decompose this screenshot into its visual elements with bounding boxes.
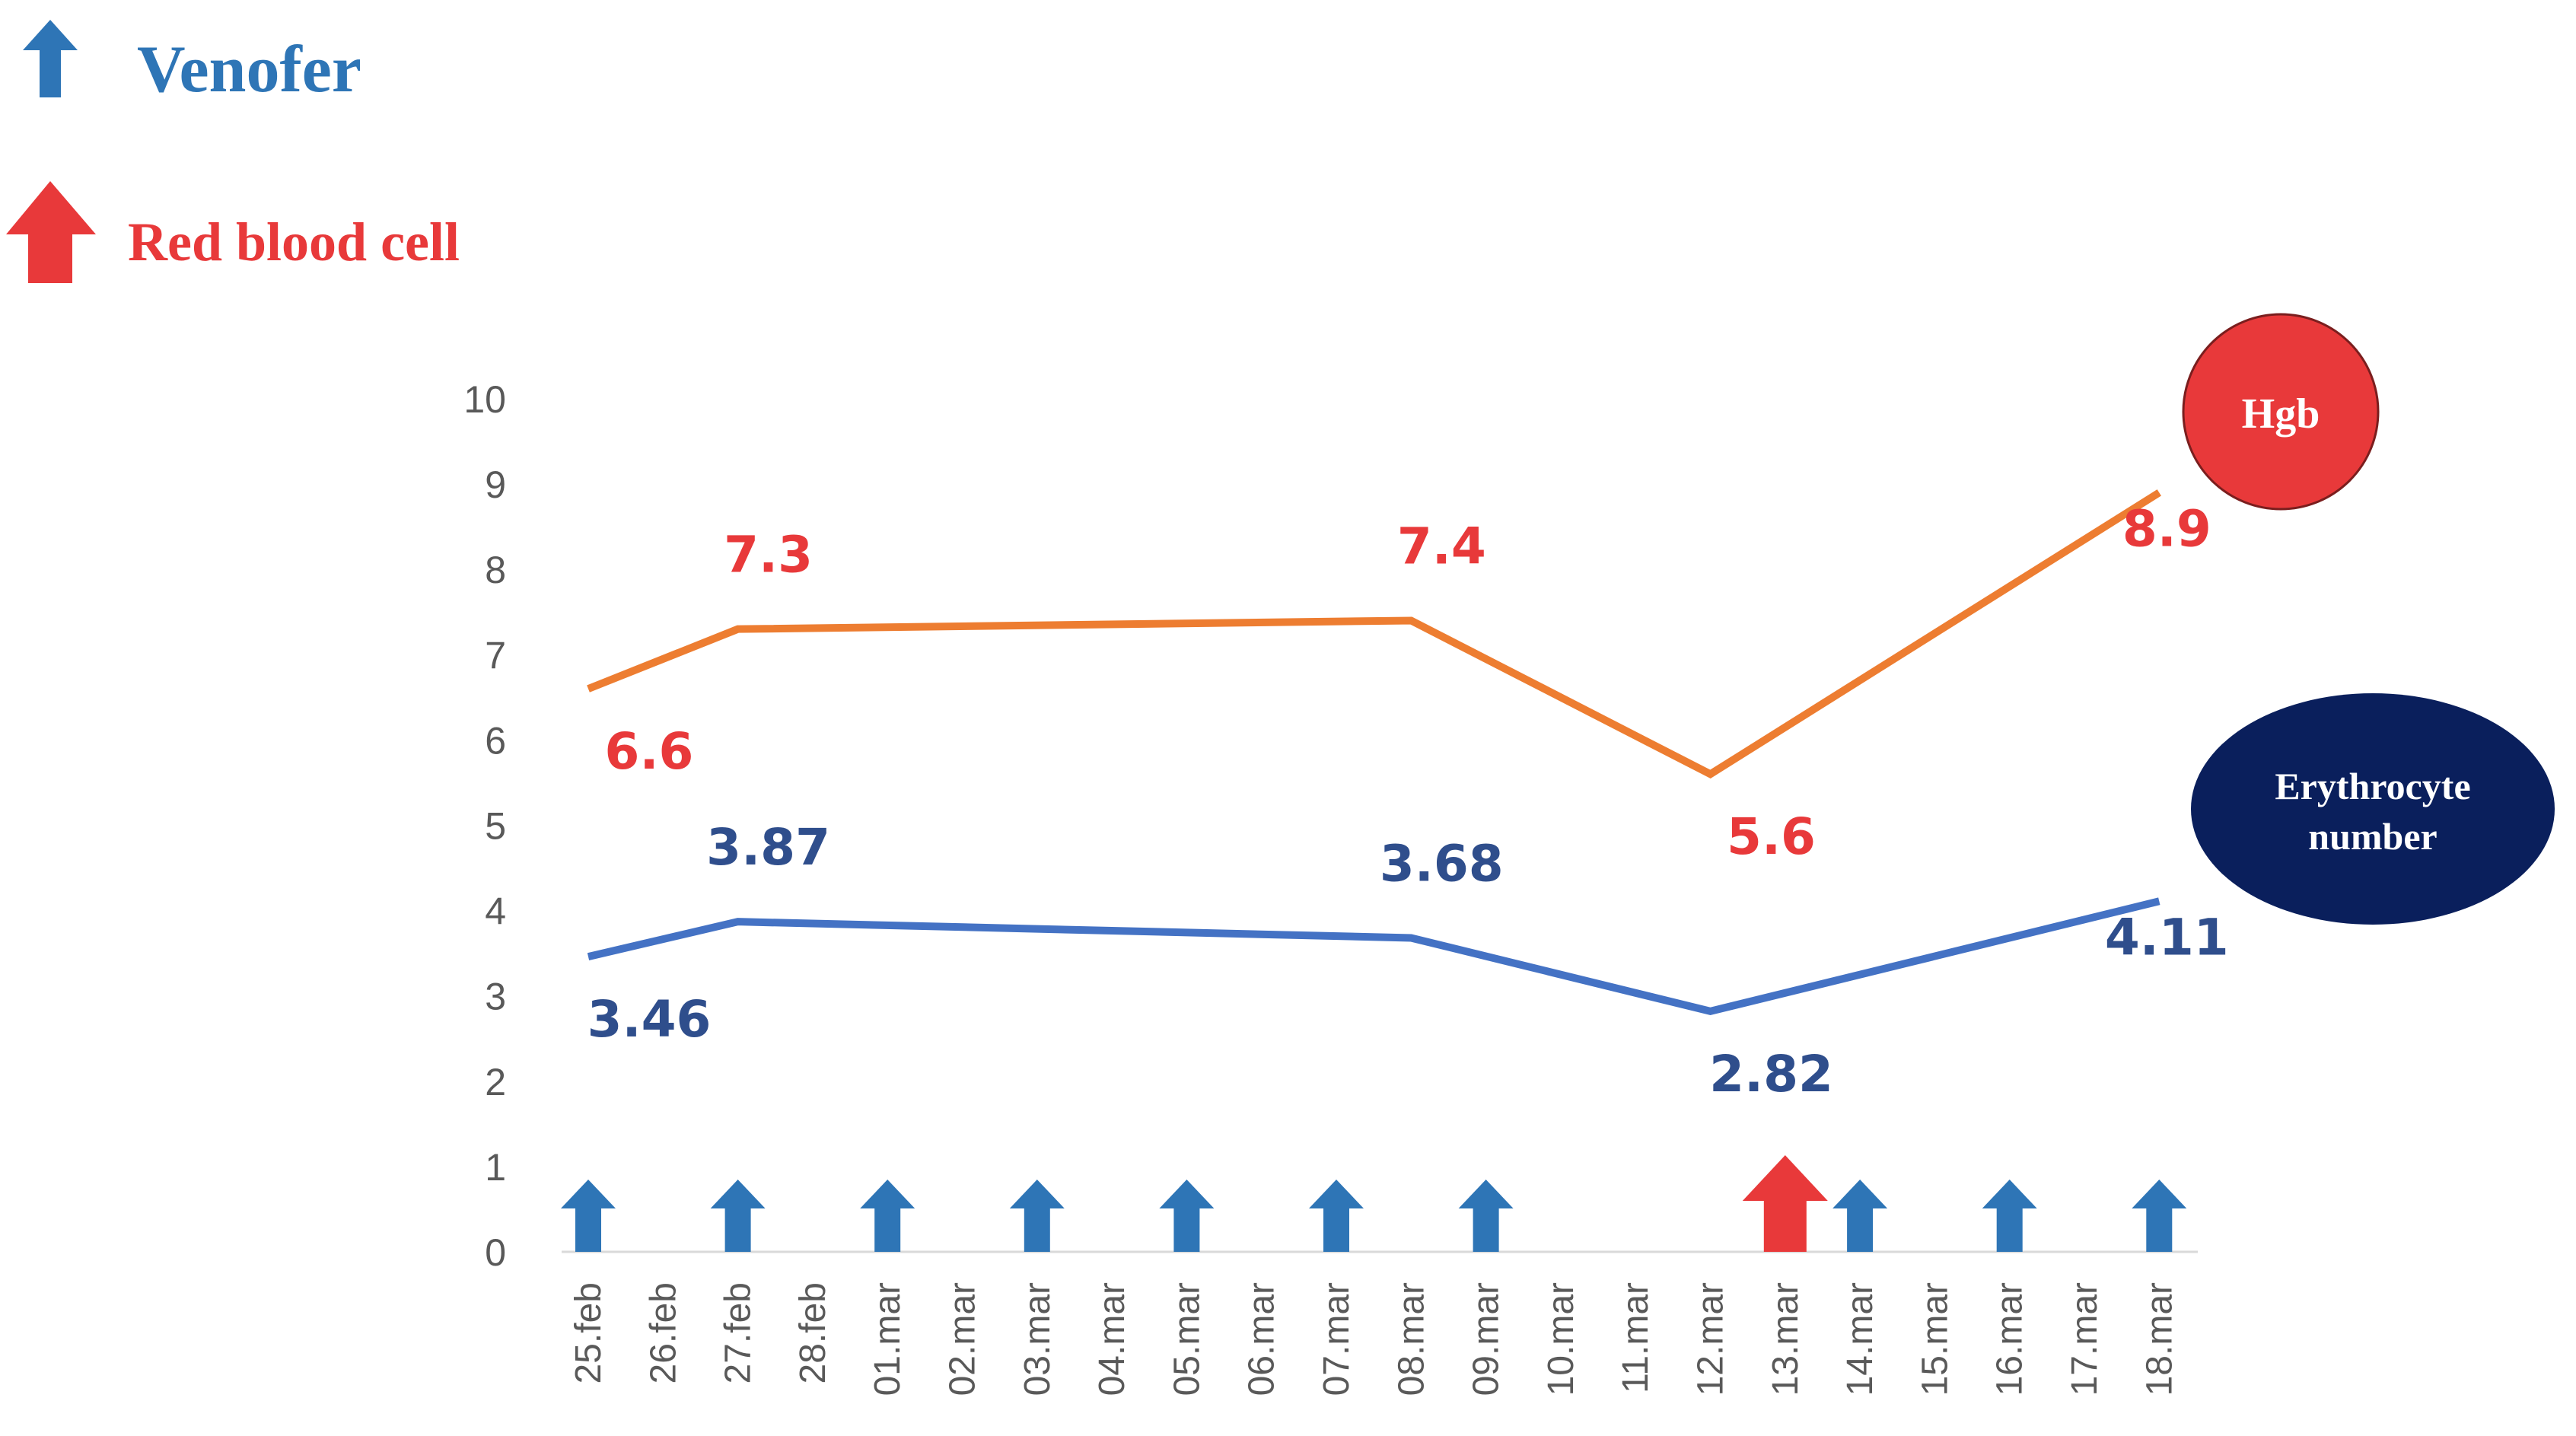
series-line xyxy=(587,897,2160,1016)
y-tick-label: 6 xyxy=(485,719,506,762)
x-tick-label: 12.mar xyxy=(1691,1282,1731,1396)
erythrocyte-badge-line2: number xyxy=(2308,815,2437,858)
data-label: 2.82 xyxy=(1709,1045,1833,1103)
y-tick-label: 10 xyxy=(463,378,506,421)
arrow-up-icon xyxy=(1832,1180,1888,1252)
data-label: 5.6 xyxy=(1727,807,1816,866)
y-tick-label: 1 xyxy=(485,1146,506,1189)
erythrocyte-badge-ellipse xyxy=(2191,693,2555,925)
arrow-up-icon xyxy=(860,1180,915,1252)
y-tick-label: 7 xyxy=(485,634,506,677)
arrow-up-icon xyxy=(1309,1180,1364,1252)
x-tick-label: 01.mar xyxy=(868,1282,908,1396)
x-tick-label: 04.mar xyxy=(1092,1282,1132,1396)
x-tick-label: 02.mar xyxy=(943,1282,983,1396)
x-tick-label: 11.mar xyxy=(1616,1282,1656,1393)
data-label: 6.6 xyxy=(605,722,694,781)
legend: Venofer Red blood cell xyxy=(6,20,460,283)
y-tick-label: 2 xyxy=(485,1061,506,1103)
series-line xyxy=(587,489,2161,778)
arrow-up-icon xyxy=(561,1180,616,1252)
arrow-up-icon xyxy=(1982,1180,2037,1252)
data-label: 4.11 xyxy=(2105,908,2229,966)
data-label: 8.9 xyxy=(2122,499,2211,558)
x-tick-label: 27.feb xyxy=(718,1282,759,1383)
data-label: 7.3 xyxy=(724,526,813,584)
y-tick-label: 8 xyxy=(485,549,506,591)
arrow-up-icon xyxy=(1458,1180,1514,1252)
y-tick-label: 0 xyxy=(485,1231,506,1274)
x-tick-label: 26.feb xyxy=(643,1282,683,1383)
x-tick-label: 16.mar xyxy=(1990,1282,2030,1396)
arrow-up-icon xyxy=(1159,1180,1215,1252)
x-tick-label: 13.mar xyxy=(1766,1282,1806,1396)
arrow-up-icon xyxy=(23,20,78,97)
x-tick-label: 03.mar xyxy=(1017,1282,1058,1396)
x-tick-label: 25.feb xyxy=(568,1282,609,1383)
legend-rbc-label: Red blood cell xyxy=(128,212,460,272)
arrow-up-icon xyxy=(1742,1155,1828,1252)
x-axis: 25.feb 26.feb 27.feb 28.feb 01.mar 02.mar 03.m… xyxy=(568,1282,2180,1396)
hgb-badge-label: Hgb xyxy=(2242,390,2320,438)
legend-venofer: Venofer xyxy=(23,20,361,107)
x-tick-label: 14.mar xyxy=(1840,1282,1880,1396)
y-tick-label: 3 xyxy=(485,976,506,1018)
y-tick-label: 4 xyxy=(485,890,506,933)
x-tick-label: 17.mar xyxy=(2065,1282,2105,1396)
y-tick-label: 5 xyxy=(485,805,506,848)
data-label: 3.68 xyxy=(1380,834,1504,893)
marker-layer xyxy=(561,1155,2187,1252)
x-tick-label: 06.mar xyxy=(1242,1282,1282,1396)
x-tick-label: 07.mar xyxy=(1317,1282,1357,1396)
hgb-badge-circle xyxy=(2182,313,2380,511)
legend-rbc: Red blood cell xyxy=(6,181,460,283)
x-tick-label: 10.mar xyxy=(1541,1282,1581,1396)
erythrocyte-badge-line1: Erythrocyte xyxy=(2275,765,2470,807)
arrow-up-icon xyxy=(710,1180,766,1252)
y-tick-label: 9 xyxy=(485,463,506,506)
x-tick-label: 05.mar xyxy=(1167,1282,1207,1396)
arrow-up-icon xyxy=(1009,1180,1065,1252)
legend-venofer-label: Venofer xyxy=(137,33,361,107)
series-layer: 6.6 7.3 7.4 5.6 8.9 3.46 3.87 3.68 2.82 4.11 xyxy=(587,489,2229,1103)
x-tick-label: 18.mar xyxy=(2139,1282,2180,1396)
x-tick-label: 28.feb xyxy=(793,1282,833,1383)
y-axis: 0 1 2 3 4 5 6 7 8 9 10 xyxy=(463,378,506,1274)
x-tick-label: 15.mar xyxy=(1915,1282,1955,1396)
arrow-up-icon xyxy=(2132,1180,2187,1252)
data-label: 3.46 xyxy=(587,990,712,1049)
hgb-badge: Hgb xyxy=(2182,313,2380,511)
data-label: 7.4 xyxy=(1397,517,1486,575)
erythrocyte-badge: Erythrocyte number xyxy=(2191,693,2555,925)
x-tick-label: 09.mar xyxy=(1466,1282,1507,1396)
data-label: 3.87 xyxy=(706,818,830,877)
x-tick-label: 08.mar xyxy=(1391,1282,1431,1396)
arrow-up-icon xyxy=(6,181,96,283)
